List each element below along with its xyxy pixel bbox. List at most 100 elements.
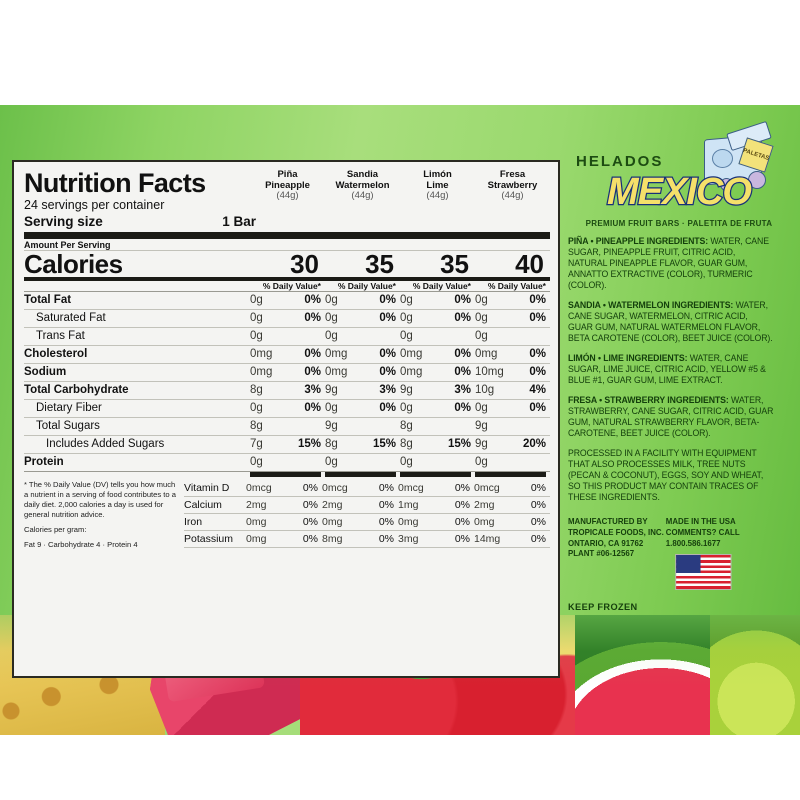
daily-value-header-pina: % Daily Value* [262,280,321,291]
row-divider [24,308,550,310]
nutrition-facts-title: Nutrition Facts [24,168,206,198]
nutrient-row: Total Fat 0g 0% 0g 0% 0g 0% 0g 0% [24,292,550,309]
micronutrient-name: Potassium [184,532,234,545]
micronutrient-percent: 0% [454,532,470,545]
calories-value-sandia: 35 [365,248,394,279]
micronutrient-amount: 0mg [474,515,495,528]
nutrient-name: Protein [24,456,64,469]
nutrient-amount: 8g [325,438,338,451]
brand-tagline: PREMIUM FRUIT BARS · PALETITA DE FRUTA [585,219,773,228]
nutrient-percent: 3% [304,384,321,397]
nutrient-amount: 7g [250,438,263,451]
nutrient-amount: 0g [400,402,413,415]
nutrient-cell: 0g [400,330,475,342]
nutrient-amount: 9g [400,384,413,397]
column-header-weight: (44g) [501,190,524,202]
micronutrient-percent: 0% [530,498,546,511]
nutrient-row: Cholesterol 0mg 0% 0mg 0% 0mg 0% 0mg 0% [24,346,550,363]
nutrient-cell: 8g 15% [400,438,475,450]
nutrient-amount: 0g [400,294,413,307]
nutrient-cells: 8g 3% 9g 3% 9g 3% 10g 4% [250,384,550,396]
nutrient-amount: 9g [325,384,338,397]
column-header-weight: (44g) [426,190,449,202]
nutrient-amount: 0g [400,330,413,343]
ingredient-body: WATER, CANE SUGAR, PINEAPPLE FRUIT, CITR… [568,235,769,290]
nutrient-cell: 0g [475,456,550,468]
row-divider [24,416,550,418]
nutrient-percent: 4% [529,384,546,397]
nutrient-cell: 9g [475,420,550,432]
nutrient-percent: 0% [454,348,471,361]
micronutrient-name: Calcium [184,498,222,511]
nutrient-percent: 0% [454,366,471,379]
ingredient-heading: SANDIA • WATERMELON INGREDIENTS: [568,299,734,310]
nutrient-amount: 0mg [475,348,498,361]
nutrient-cell: 0g [325,330,400,342]
micronutrient-cell: 2mg 0% [474,499,550,511]
column-header-sandia: Sandia Watermelon (44g) [325,169,400,202]
brand-mexico-text: MEXICO [606,171,753,213]
calories-value-pina: 30 [290,248,319,279]
nutrient-cells: 0g 0% 0g 0% 0g 0% 0g 0% [250,402,550,414]
phone-number: 1.800.586.1677 [665,537,721,548]
nutrient-cell: 7g 15% [250,438,325,450]
micronutrient-amount: 0mcg [398,481,424,494]
ingredient-heading: LIMÓN • LIME INGREDIENTS: [568,352,688,363]
calories-label: Calories [24,248,123,279]
nutrient-amount: 9g [325,420,338,433]
nutrient-cell: 0g 0% [475,402,550,414]
nutrient-name: Cholesterol [24,348,88,361]
nutrient-row: Trans Fat 0g 0g 0g 0g [24,328,550,345]
row-divider [24,362,550,364]
column-header-es: Piña [277,169,298,180]
panel-bottom: * The % Daily Value (DV) tells you how m… [24,480,550,556]
manufacturer-line-4: PLANT #06-12567 [568,548,635,559]
nutrient-percent: 0% [454,312,471,325]
micronutrient-name: Vitamin D [184,481,230,494]
micronutrient-cell: 14mg 0% [474,533,550,545]
micronutrient-cell: 0mcg 0% [474,482,550,494]
nutrient-row: Protein 0g 0g 0g 0g [24,454,550,471]
micronutrient-amount: 14mg [474,532,501,545]
row-divider [24,344,550,346]
nutrient-row: Total Carbohydrate 8g 3% 9g 3% 9g 3% 10g 4% [24,382,550,399]
nutrient-percent: 0% [304,348,321,361]
micronutrient-amount: 2mg [322,498,343,511]
row-divider [24,434,550,436]
nutrient-amount: 0g [400,456,413,469]
serving-size-value: 1 Bar [222,213,256,229]
nutrient-amount: 10g [475,384,495,397]
micronutrient-cell: 2mg 0% [246,499,322,511]
nutrient-cell: 0mg 0% [250,348,325,360]
divider-medium [24,276,550,281]
micronutrient-percent: 0% [454,481,470,494]
nutrient-cells: 7g 15% 8g 15% 8g 15% 9g 20% [250,438,550,450]
nutrient-name: Total Sugars [36,420,100,433]
micronutrient-amount: 3mg [398,532,419,545]
micronutrient-amount: 0mg [398,515,419,528]
nutrient-cell: 0g 0% [325,402,400,414]
nutrient-cell: 0g [250,330,325,342]
column-header-pina: Piña Pineapple (44g) [250,169,325,202]
nutrient-percent: 0% [304,312,321,325]
nutrient-amount: 0g [250,330,263,343]
divider-thick-cells [250,471,550,477]
micronutrient-amount: 0mg [246,532,267,545]
usa-flag-icon [675,554,732,591]
nutrient-percent: 0% [379,348,396,361]
nutrient-amount: 10mg [475,366,504,379]
nutrient-percent: 15% [447,438,471,451]
serving-size-row: Serving size 1 Bar [24,214,256,229]
micronutrient-percent: 0% [454,515,470,528]
micronutrient-row: Potassium 0mg 0% 8mg 0% 3mg 0% 14mg 0% [184,531,550,547]
nutrient-amount: 0g [250,456,263,469]
micronutrient-divider [184,495,550,497]
nutrient-cells: 0g 0g 0g 0g [250,456,550,468]
manufacturer-line-2: TROPICALE FOODS, INC. [568,526,664,537]
row-divider [24,452,550,454]
ingredient-block: LIMÓN • LIME INGREDIENTS: WATER, CANE SU… [568,352,774,385]
nutrient-amount: 0g [250,402,263,415]
flavor-column-headers: Piña Pineapple (44g) Sandia Watermelon (… [250,169,550,202]
serving-size-label: Serving size [24,213,103,229]
calories-value-fresa: 40 [515,248,544,279]
